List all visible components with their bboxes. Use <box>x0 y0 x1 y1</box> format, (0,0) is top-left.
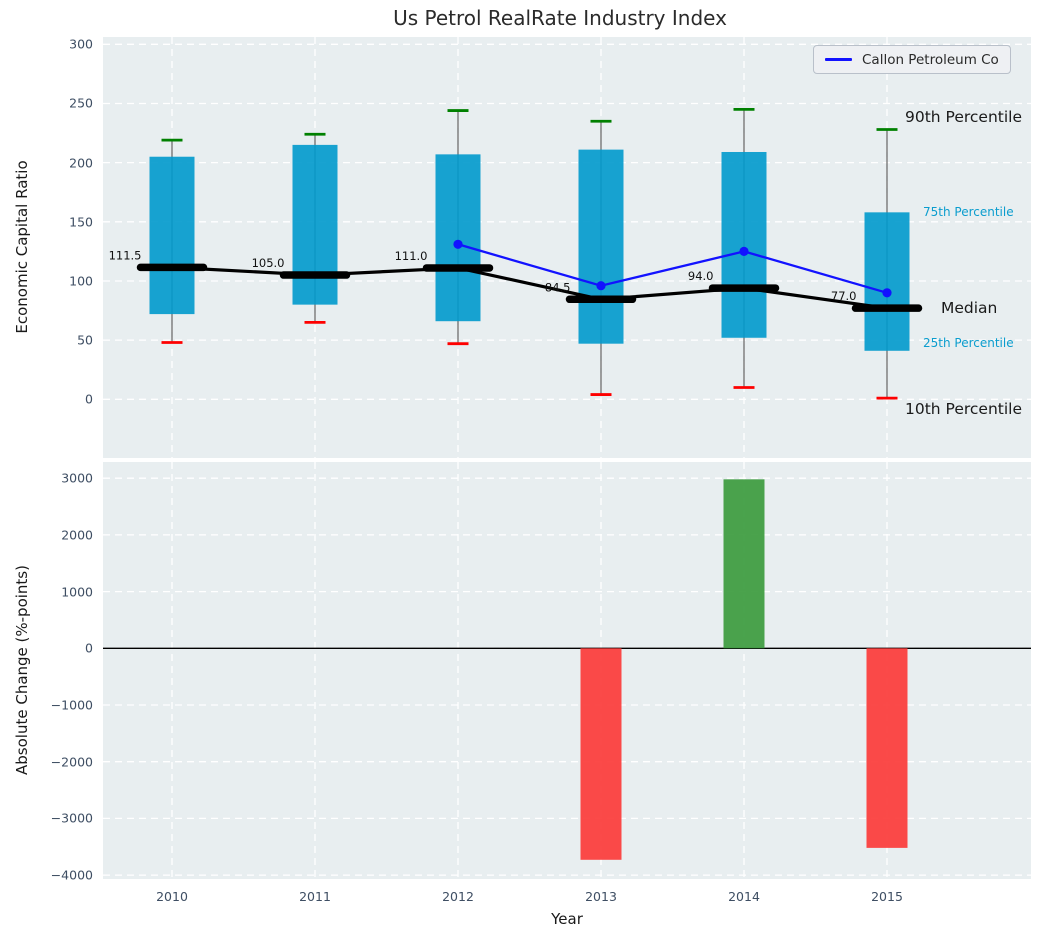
top-y-axis-label: Economic Capital Ratio <box>13 160 31 334</box>
annotation-median: Median <box>941 299 998 318</box>
median-value-label: 111.5 <box>109 248 142 262</box>
iqr-box-2011 <box>292 144 338 305</box>
top-ytick-250: 250 <box>69 95 93 111</box>
xtick-2010: 2010 <box>156 889 188 904</box>
annotation-10th-percentile: 10th Percentile <box>905 400 1023 419</box>
top-ytick-0: 0 <box>85 391 93 407</box>
company-marker <box>882 288 892 298</box>
bottom-ytick-2000: 2000 <box>61 527 93 543</box>
median-line <box>171 265 888 310</box>
legend: Callon Petroleum Co <box>813 45 1011 74</box>
annotation-25th-percentile: 25th Percentile <box>923 335 1014 350</box>
xtick-2012: 2012 <box>442 889 474 904</box>
median-value-label: 111.0 <box>395 249 428 263</box>
median-value-label: 105.0 <box>252 256 285 270</box>
bottom-ytick-0: 0 <box>85 640 93 656</box>
iqr-box-2015 <box>864 212 910 351</box>
iqr-box-2014 <box>721 151 767 338</box>
legend-line-sample <box>825 58 852 61</box>
company-marker <box>739 246 749 256</box>
bottom-ytick--4000: −4000 <box>50 867 93 883</box>
xtick-2011: 2011 <box>299 889 331 904</box>
change-bar-2014 <box>723 479 765 649</box>
top-ytick-50: 50 <box>77 332 93 348</box>
top-ytick-150: 150 <box>69 214 93 230</box>
top-panel: 111.5 105.0 111.0 84.5 94.0 77.0 <box>103 37 1031 458</box>
bar-canvas <box>103 462 1031 879</box>
iqr-box-2012 <box>435 154 481 322</box>
company-marker <box>453 239 463 249</box>
iqr-box-2013 <box>578 149 624 344</box>
top-ytick-100: 100 <box>69 273 93 289</box>
median-value-label: 84.5 <box>545 280 571 294</box>
change-bar-2015 <box>866 648 908 848</box>
boxplot-canvas: 111.5 105.0 111.0 84.5 94.0 77.0 <box>103 37 1031 458</box>
company-marker <box>596 281 606 291</box>
xtick-2014: 2014 <box>728 889 760 904</box>
xtick-2013: 2013 <box>585 889 617 904</box>
bottom-ytick--1000: −1000 <box>50 697 93 713</box>
bottom-ytick--3000: −3000 <box>50 810 93 826</box>
company-line <box>457 243 888 294</box>
bottom-ytick--2000: −2000 <box>50 754 93 770</box>
chart-title: Us Petrol RealRate Industry Index <box>393 6 727 30</box>
x-axis-label: Year <box>551 910 583 928</box>
median-value-label: 77.0 <box>831 289 857 303</box>
iqr-box-2010 <box>149 156 195 315</box>
annotation-90th-percentile: 90th Percentile <box>905 107 1023 126</box>
bottom-ytick-3000: 3000 <box>61 470 93 486</box>
median-value-label: 94.0 <box>688 269 714 283</box>
bottom-ytick-1000: 1000 <box>61 584 93 600</box>
xtick-2015: 2015 <box>871 889 903 904</box>
top-ytick-300: 300 <box>69 36 93 52</box>
annotation-75th-percentile: 75th Percentile <box>923 205 1014 220</box>
legend-label: Callon Petroleum Co <box>862 51 999 68</box>
bottom-panel <box>103 462 1031 879</box>
change-bar-2013 <box>580 648 622 860</box>
top-ytick-200: 200 <box>69 155 93 171</box>
